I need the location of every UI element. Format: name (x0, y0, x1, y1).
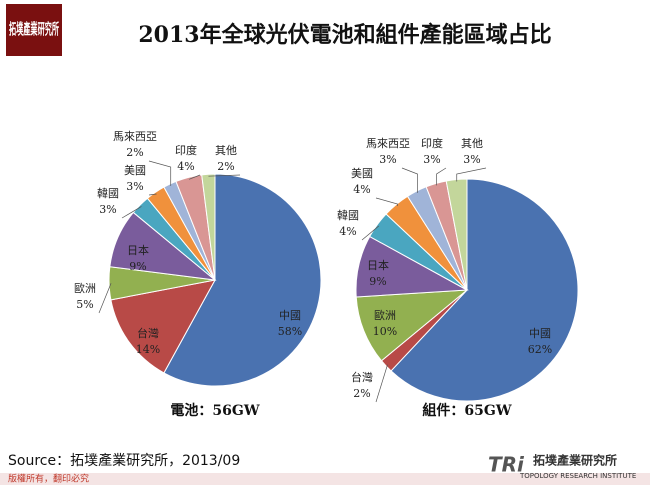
slice-value: 9% (369, 275, 386, 288)
slice-label: 印度 (421, 136, 443, 150)
leader-line (401, 167, 418, 193)
leader-line (436, 167, 447, 186)
slice-value: 2% (353, 387, 370, 400)
leader-line (121, 206, 142, 219)
slice-label: 美國 (351, 167, 373, 180)
chart-title: 電池：56GW (170, 402, 259, 419)
slice-value: 4% (353, 183, 370, 196)
slice-label: 其他 (215, 144, 237, 157)
leader-line (361, 225, 380, 241)
slice-value: 10% (373, 325, 397, 338)
leader-line (189, 174, 201, 180)
slice-label: 韓國 (97, 187, 119, 200)
slice-label: 中國 (279, 309, 301, 322)
chart-title: 組件：65GW (422, 402, 511, 419)
slice-label: 台灣 (137, 326, 159, 340)
logo-box (6, 4, 62, 56)
slice-label: 其他 (461, 137, 483, 150)
pie-slice (110, 279, 216, 374)
leader-line (98, 283, 112, 314)
slice-value: 3% (99, 203, 116, 216)
pie-slice (201, 173, 216, 281)
charts: 中國 58% 台灣 14% 歐洲 5% 日本 9% 韓國 3% 美國 3% 馬來西亞 2% 印度 4% 其他 2%… (74, 130, 579, 419)
slice-label: 日本 (367, 258, 389, 272)
slice-label: 美國 (124, 164, 146, 177)
slice-value: 14% (136, 343, 160, 356)
slice-value: 58% (278, 325, 302, 338)
slice-value: 9% (129, 260, 146, 273)
slice-value: 2% (126, 146, 143, 159)
pie-slice (390, 178, 579, 402)
footer-mark: TRi (488, 453, 525, 477)
slice-label: 日本 (127, 243, 149, 257)
slice-label: 台灣 (351, 370, 373, 384)
slice-label: 印度 (175, 143, 197, 157)
source: Source：拓墣產業研究所，2013/09 (8, 452, 240, 469)
leader-line (208, 174, 241, 177)
slice-value: 3% (379, 153, 396, 166)
slice-value: 4% (339, 225, 356, 238)
leader-line (375, 197, 398, 207)
slice-label: 中國 (529, 327, 551, 340)
slice-label: 韓國 (337, 209, 359, 222)
slice-value: 3% (423, 153, 440, 166)
footer-english: TOPOLOGY RESEARCH INSTITUTE (519, 472, 636, 480)
footer-name: 拓墣產業研究所 (533, 453, 617, 468)
slice-value: 5% (76, 298, 93, 311)
footer-bar (0, 473, 650, 485)
slice-label: 歐洲 (374, 308, 396, 322)
leader-line (148, 160, 172, 186)
slice-value: 2% (217, 160, 234, 173)
slice-value: 3% (463, 153, 480, 166)
title: 2013年全球光伏電池和組件產能區域占比 (138, 22, 551, 48)
slice-label: 歐洲 (74, 281, 96, 295)
leader-line (375, 364, 388, 403)
slice-value: 3% (126, 180, 143, 193)
slice-label: 馬來西亞 (366, 137, 410, 150)
leader-line (456, 167, 487, 182)
slice-value: 62% (528, 343, 552, 356)
logo: 拓墣產業研究所 (9, 20, 59, 38)
copyright: 版權所有，翻印必究 (8, 473, 89, 485)
leader-line (148, 193, 157, 196)
pie-slice (163, 173, 322, 387)
slice-label: 馬來西亞 (113, 130, 157, 143)
slice-value: 4% (177, 160, 194, 173)
